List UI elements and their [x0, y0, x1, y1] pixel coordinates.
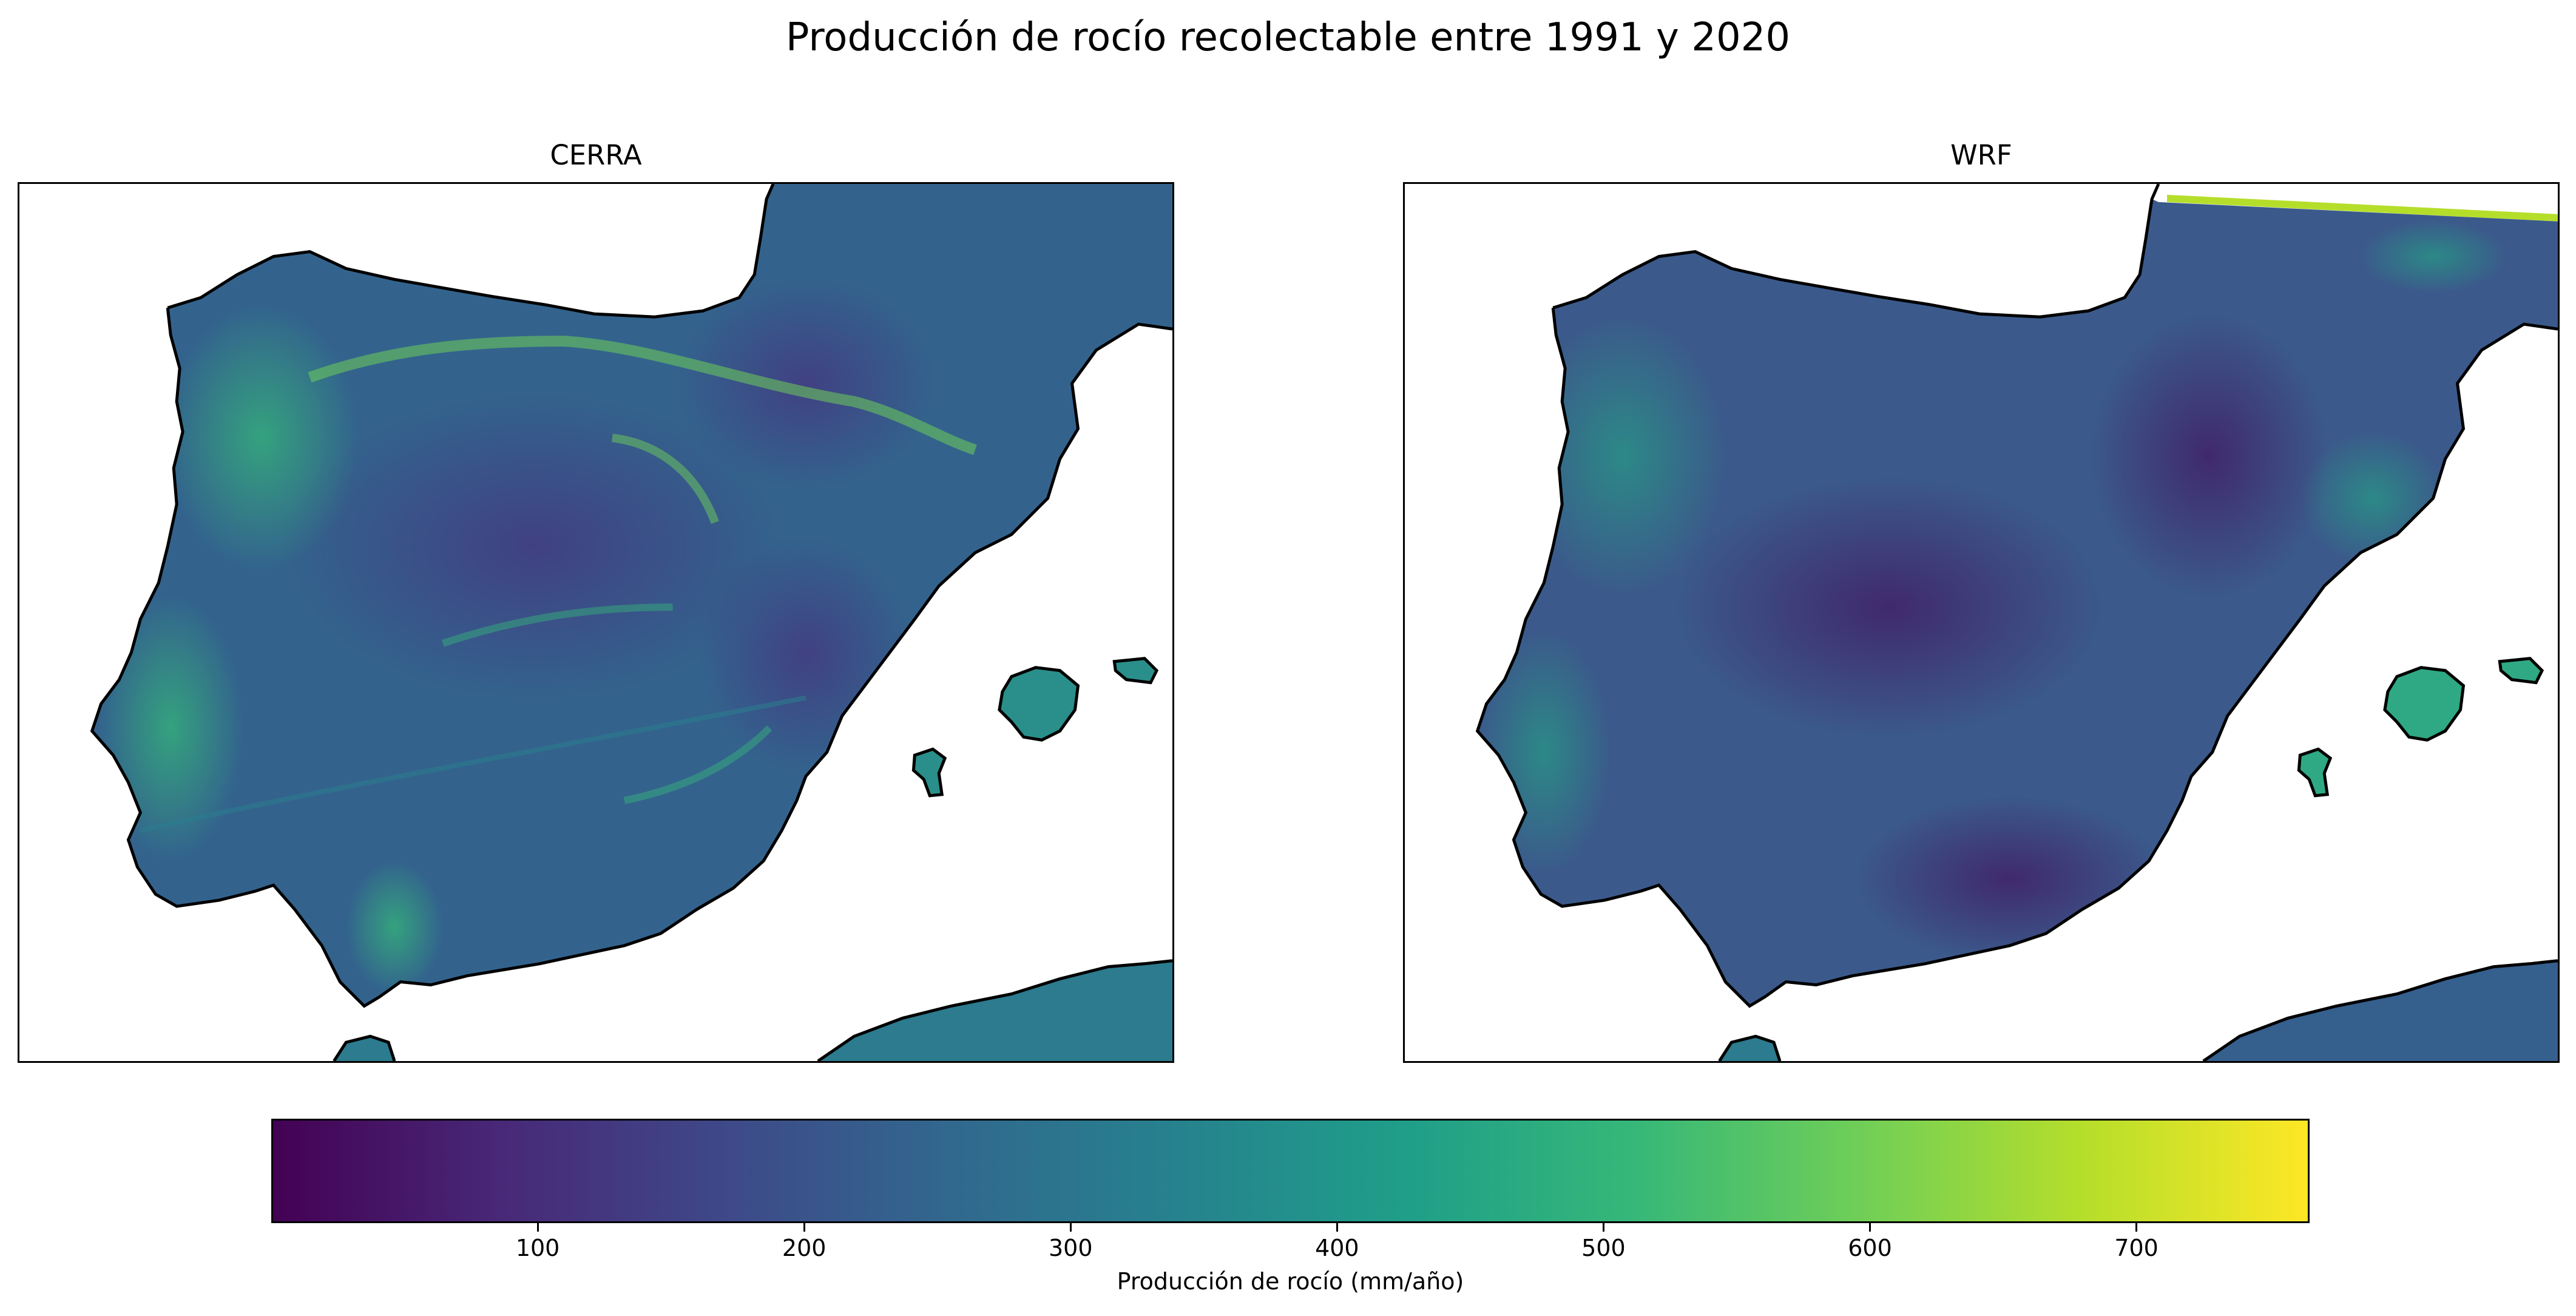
- colorbar-tick-label: 200: [782, 1235, 827, 1261]
- cerra-coastlines: [90, 184, 1172, 1061]
- wrf-landmass: [1477, 198, 2558, 1061]
- wrf-ibiza: [2299, 749, 2331, 796]
- colorbar-tick-label: 100: [515, 1235, 560, 1261]
- wrf-coastlines: [1475, 184, 2558, 1061]
- colorbar-tick-label: 400: [1315, 1235, 1359, 1261]
- wrf-mallorca: [2384, 667, 2464, 741]
- wrf-top-strip: [2158, 184, 2558, 222]
- cerra-ibiza: [913, 749, 945, 796]
- map-wrf-svg: [1475, 184, 2558, 1061]
- cerra-mallorca: [999, 667, 1078, 741]
- cerra-north-africa: [817, 960, 1172, 1061]
- colorbar-tick: [536, 1223, 539, 1232]
- colorbar-tick: [1069, 1223, 1072, 1232]
- map-cerra-svg: [90, 184, 1172, 1061]
- wrf-texture: [1477, 220, 2506, 964]
- colorbar-tick: [1869, 1223, 1871, 1232]
- colorbar-tick-label: 300: [1048, 1235, 1093, 1261]
- panel-title-cerra: CERRA: [550, 139, 642, 171]
- colorbar-label: Producción de rocío (mm/año): [1117, 1268, 1464, 1295]
- wrf-north-africa: [2203, 960, 2558, 1061]
- panel-title-wrf: WRF: [1950, 139, 2012, 171]
- colorbar-tick-label: 600: [1848, 1235, 1892, 1261]
- colorbar-tick-label: 500: [1581, 1235, 1626, 1261]
- colorbar-tick: [1602, 1223, 1604, 1232]
- cerra-texture: [98, 274, 977, 994]
- colorbar-tick: [1336, 1223, 1338, 1232]
- colorbar-tick-label: 700: [2114, 1235, 2158, 1261]
- colorbar: [271, 1119, 2310, 1223]
- colorbar-tick: [2135, 1223, 2138, 1232]
- map-wrf: [1403, 182, 2560, 1063]
- colorbar-tick: [803, 1223, 805, 1232]
- figure-title: Producción de rocío recolectable entre 1…: [785, 15, 1791, 60]
- map-cerra: [18, 182, 1174, 1063]
